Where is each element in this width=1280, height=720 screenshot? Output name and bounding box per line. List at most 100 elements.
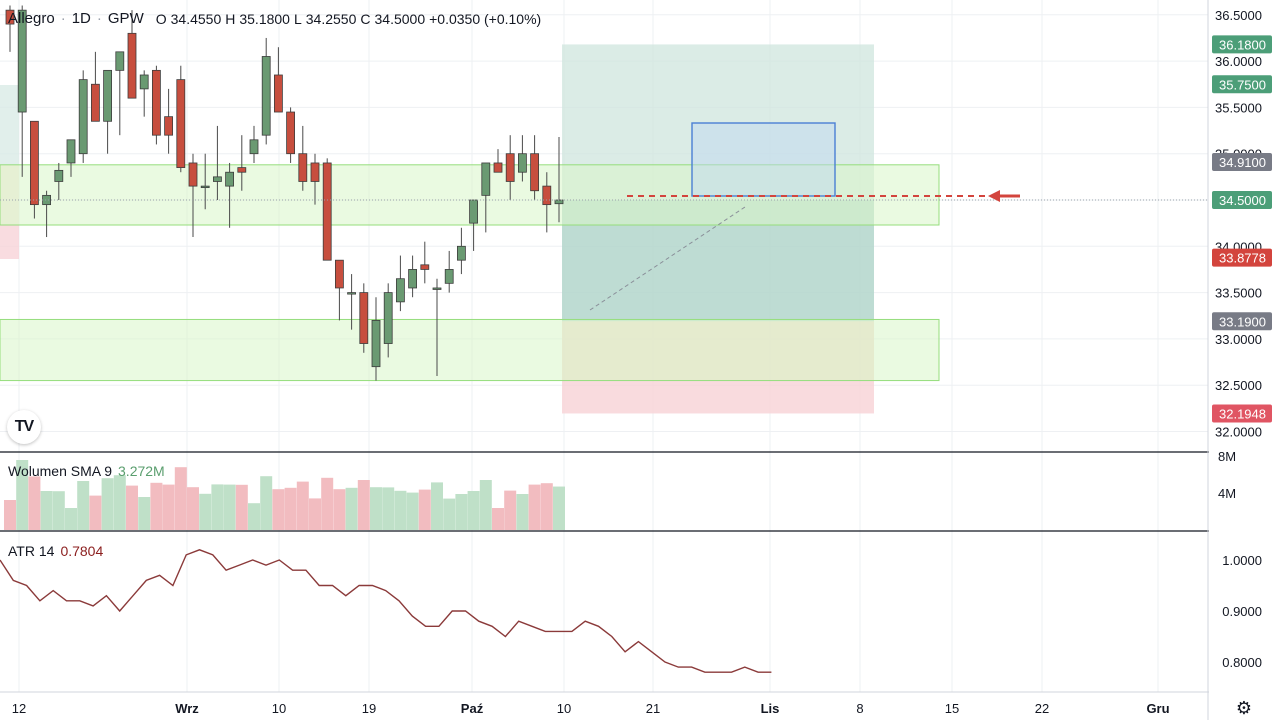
volume-bar [187, 487, 199, 530]
candle-up [554, 199, 564, 205]
price-tick-label: 32.5000 [1215, 378, 1262, 393]
atr-indicator-value: 0.7804 [60, 543, 104, 559]
time-tick-label: 21 [646, 701, 660, 716]
close-value: 34.5000 [374, 10, 426, 27]
volume-bar [553, 486, 565, 530]
volume-bar [309, 498, 321, 530]
tradingview-logo-icon[interactable]: TV [7, 410, 41, 444]
volume-bar [540, 483, 553, 530]
candle-up [200, 185, 210, 189]
volume-bar [101, 478, 114, 530]
candle-up [103, 69, 112, 122]
candle-up [78, 79, 88, 155]
drawing-overlays [0, 190, 1208, 311]
price-label-text: 34.5000 [1219, 193, 1266, 208]
close-label: C [360, 10, 371, 27]
time-tick-label: 10 [272, 701, 286, 716]
candle-up [408, 269, 418, 289]
candle-up [261, 56, 271, 136]
volume-bar [77, 481, 90, 530]
volume-bar [394, 490, 407, 530]
price-label-badge [1212, 404, 1272, 423]
price-label-text: 32.1948 [1219, 406, 1266, 421]
volume-bar [40, 491, 53, 530]
price-tick-label: 36.5000 [1215, 8, 1262, 23]
price-axis-bg [1209, 0, 1280, 720]
volume-bar [345, 487, 358, 530]
volume-bar [113, 475, 126, 530]
time-tick-label: 15 [945, 701, 959, 716]
time-tick-label: Wrz [175, 701, 199, 716]
candle-down [420, 264, 430, 270]
price-label-text: 34.9100 [1219, 155, 1266, 170]
left-partial-box [0, 225, 19, 259]
volume-bar [455, 494, 468, 530]
volume-bar [28, 476, 41, 530]
volume-bar [333, 489, 346, 530]
candle-down [298, 153, 308, 182]
volume-bar [406, 492, 419, 530]
price-axis: 32.000032.500033.000033.500034.000034.50… [12, 0, 1280, 720]
candle-down [29, 120, 39, 206]
volume-bar [272, 489, 285, 530]
atr-tick-label: 0.8000 [1222, 655, 1262, 670]
volume-bar [418, 489, 431, 530]
separator-dot: · [96, 10, 102, 27]
price-label-badge [1212, 312, 1272, 331]
interval-label[interactable]: 1D [71, 10, 91, 27]
time-tick-label: 12 [12, 701, 26, 716]
change-value: +0.0350 (+0.10%) [429, 10, 542, 27]
volume-indicator-title[interactable]: Wolumen SMA 9 3.272M [8, 463, 165, 479]
volume-indicator-name: Wolumen SMA 9 [8, 463, 113, 479]
candle-up [481, 162, 491, 196]
separator-dot: · [60, 10, 66, 27]
gear-icon[interactable]: ⚙ [1235, 698, 1253, 718]
volume-bar [296, 481, 309, 530]
price-label-badge [1212, 191, 1272, 209]
price-label-text: 35.7500 [1219, 77, 1266, 92]
high-value: 35.1800 [239, 10, 290, 27]
open-value: 34.4550 [170, 10, 222, 27]
candle-down [286, 111, 296, 155]
candle-down [151, 69, 161, 136]
left-partial-box [0, 85, 19, 165]
volume-bar [199, 493, 212, 530]
candle-down [5, 9, 15, 25]
volume-bar [528, 484, 541, 530]
high-label: H [225, 10, 236, 27]
candle-up [212, 176, 222, 182]
arrow-head-icon [988, 190, 1000, 202]
candle-up [66, 139, 76, 164]
candles [5, 5, 564, 381]
atr-line [0, 549, 772, 673]
volume-bar [235, 484, 248, 530]
volume-bar [4, 500, 16, 530]
volume-bar [89, 495, 102, 530]
candle-down [188, 162, 198, 187]
volume-bar [150, 482, 163, 530]
candle-down [493, 162, 503, 173]
volume-tick-label: 4M [1218, 486, 1236, 501]
price-label-text: 33.8778 [1219, 251, 1266, 266]
volume-bar [479, 480, 492, 530]
volume-bar [138, 497, 151, 530]
atr-tick-label: 1.0000 [1222, 553, 1262, 568]
price-label-text: 33.1900 [1219, 314, 1266, 329]
volume-bar [357, 480, 370, 530]
symbol-name[interactable]: Allegro [8, 10, 55, 27]
price-tick-label: 33.0000 [1215, 332, 1262, 347]
time-tick-label: Gru [1146, 701, 1169, 716]
volume-bar [126, 485, 138, 530]
volume-bar [223, 484, 236, 530]
candle-up [225, 171, 235, 187]
candle-down [530, 153, 539, 192]
volume-bar [467, 491, 480, 530]
volume-bar [211, 484, 224, 530]
volume-bar [321, 477, 334, 530]
candle-up [456, 245, 466, 261]
chart-header: Allegro · 1D · GPW O 34.4550 H 35.1800 L 34… [8, 10, 541, 27]
atr-indicator-title[interactable]: ATR 14 0.7804 [8, 543, 103, 559]
candle-down [237, 167, 247, 173]
candle-up [395, 278, 405, 303]
